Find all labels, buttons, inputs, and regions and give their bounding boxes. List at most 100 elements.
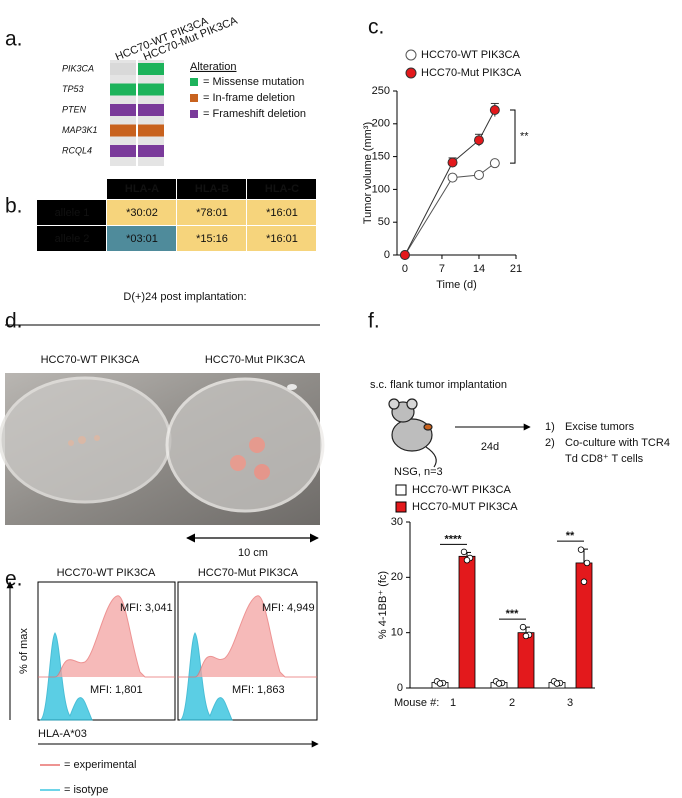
panel-label: b. [5,195,23,218]
photo-label: HCC70-Mut PIK3CA [205,354,306,366]
legend-label: HCC70-Mut PIK3CA [421,67,522,79]
gene-label: PTEN [62,104,87,114]
allele-cell [177,200,246,225]
panel-label: d. [5,310,23,333]
alteration-cell [138,104,164,116]
y-tick-label: 100 [372,183,390,195]
step: 2) [545,437,555,449]
alteration-cell [110,63,136,75]
data-point [463,556,471,564]
x-label: Time (d) [436,279,477,291]
allele-text: *15:16 [196,233,228,245]
x-label: HLA-A*03 [38,728,87,740]
sig-bracket [510,109,516,164]
bar [517,632,535,689]
legend-label: = isotype [64,784,108,796]
step: 1) [545,421,555,433]
point [447,172,458,183]
series-line [404,162,496,256]
y-tick-label: 50 [378,216,390,228]
implant-text: s.c. flank tumor implantation [370,379,507,391]
allele-cell [247,200,316,225]
row-label: allele 2 [55,233,90,245]
alteration-cell [110,124,136,137]
allele-text: *30:02 [126,207,158,219]
mouse-icon [388,398,437,468]
y-tick-label: 30 [391,516,403,528]
legend-swatch [395,484,407,496]
gene-label: MAP3K1 [62,125,98,135]
legend-marker [405,67,417,79]
x-tick-label: 14 [473,263,485,275]
row-label: allele 1 [55,207,90,219]
data-point [436,680,444,687]
legend-swatch [190,110,198,118]
bar [458,555,476,689]
point [473,169,484,180]
annotation: ** [566,530,575,542]
legend-swatch [395,501,407,513]
alteration-cell [138,124,164,137]
allele-cell [177,226,246,251]
hist-title: HCC70-WT PIK3CA [57,567,156,579]
legend-label: = In-frame deletion [203,92,295,104]
y-tick-label: 250 [372,85,390,97]
allele-text: *03:01 [126,233,158,245]
legend-label: HCC70-WT PIK3CA [412,484,511,496]
data-point [519,623,527,631]
alteration-cell [110,104,136,116]
mfi: MFI: 3,041 [120,602,173,614]
y-tick-label: 0 [397,682,403,694]
annotation: **** [444,533,462,545]
allele-cell [247,226,316,251]
header-cell [177,179,246,199]
point [489,105,500,116]
panel-label: a. [5,28,23,51]
legend-swatch [190,78,198,86]
allele-text: *16:01 [266,233,298,245]
mfi: MFI: 4,949 [262,602,315,614]
data-point [583,559,591,567]
step: Co-culture with TCR4 [565,437,670,449]
panel-label: c. [368,16,384,39]
series-line [404,109,496,256]
y-tick-label: 10 [391,627,403,639]
legend-swatch [190,94,198,102]
legend-label: HCC70-WT PIK3CA [421,49,520,61]
legend-label: HCC70-MUT PIK3CA [412,501,518,513]
alteration-cell [138,145,164,157]
y-tick-label: 20 [391,571,403,583]
data-point [522,632,530,640]
photo-label: HCC70-WT PIK3CA [41,354,140,366]
interval: 24d [481,441,499,453]
point [447,157,458,168]
data-point [553,680,561,687]
header-text: HLA-C [265,183,299,195]
annotation: *** [506,608,520,620]
header-text: HLA-A [125,183,159,195]
alteration-cell [110,83,136,96]
mfi: MFI: 1,801 [90,684,143,696]
legend-title: Alteration [190,61,236,73]
tumor-photo [0,373,325,525]
legend-label: = Frameshift deletion [203,108,306,120]
header-cell [247,179,316,199]
y-tick-label: 150 [372,151,390,163]
header-text: HLA-B [195,183,229,195]
header-cell [107,179,176,199]
photo-title: D(+)24 post implantation: [123,291,246,303]
step: Td CD8⁺ T cells [565,453,644,465]
alteration-cell [110,145,136,157]
legend-marker [405,49,417,61]
scale-label: 10 cm [238,547,268,559]
point [489,158,500,169]
point [399,250,410,260]
allele-cell [107,226,176,251]
mfi: MFI: 1,863 [232,684,285,696]
allele-text: *16:01 [266,207,298,219]
gene-label: TP53 [62,84,84,94]
y-label: % 4-1BB⁺ (fc) [377,571,389,639]
panel-label: e. [5,568,23,591]
point [473,135,484,146]
